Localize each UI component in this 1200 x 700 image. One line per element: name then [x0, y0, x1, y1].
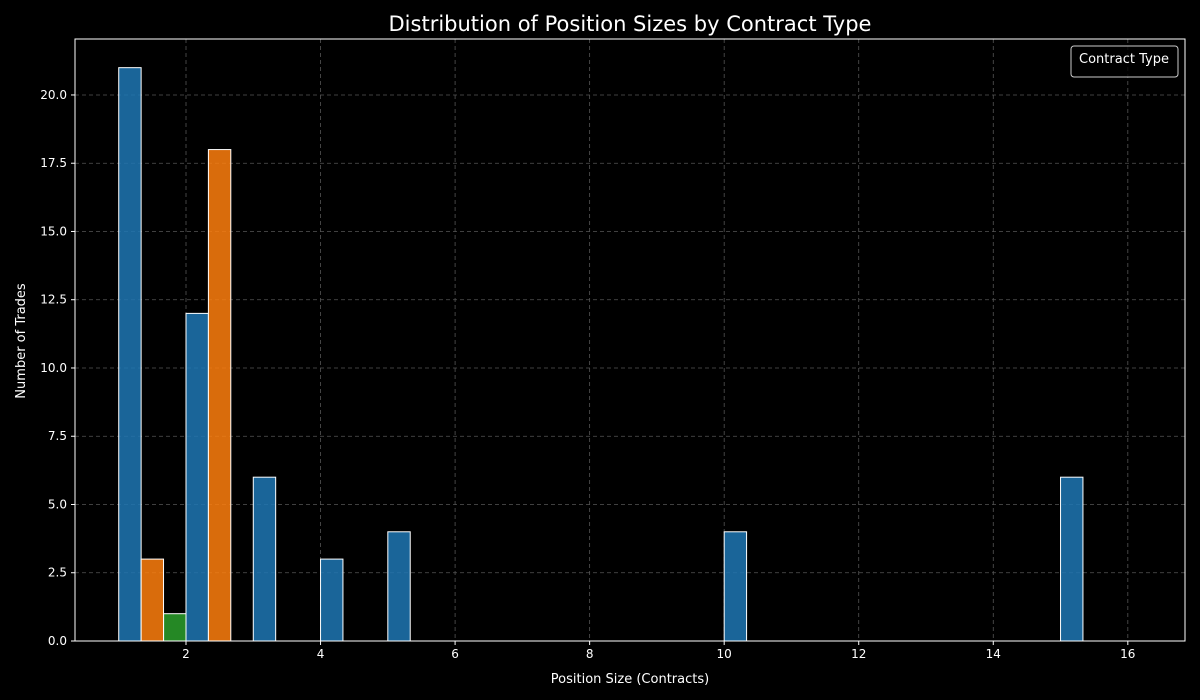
y-tick-label: 10.0	[40, 361, 67, 375]
x-tick-label: 2	[182, 647, 190, 661]
bar-series-3-x-1.667	[163, 613, 187, 642]
x-tick-label: 6	[451, 647, 459, 661]
x-tick-label: 16	[1120, 647, 1135, 661]
y-tick-label: 5.0	[48, 497, 67, 511]
x-tick-label: 8	[586, 647, 594, 661]
bar-series-1-x-15	[1060, 476, 1084, 642]
bar-series-1-x-1	[118, 67, 142, 642]
x-tick-label: 10	[717, 647, 732, 661]
bar-series-2-x-2.333	[207, 149, 232, 642]
bar-series-1-x-2	[185, 312, 209, 642]
y-tick-label: 20.0	[40, 88, 67, 102]
x-tick-label: 4	[317, 647, 325, 661]
bar-series-1-x-10	[723, 531, 748, 642]
x-tick-label: 14	[986, 647, 1001, 661]
y-axis-label: Number of Trades	[14, 283, 29, 399]
legend-title: Contract Type	[1079, 52, 1169, 67]
legend-box	[1070, 45, 1179, 78]
bar-series-2-x-1.333	[140, 558, 165, 642]
y-tick-label: 12.5	[40, 293, 67, 307]
x-axis-label: Position Size (Contracts)	[551, 672, 709, 687]
y-tick-label: 2.5	[48, 566, 67, 580]
bar-series-1-x-5	[387, 531, 411, 642]
bars-layer	[118, 67, 1084, 642]
bar-series-1-x-4	[320, 558, 344, 642]
y-tick-label: 15.0	[40, 224, 67, 238]
chart-title: Distribution of Position Sizes by Contra…	[389, 12, 872, 36]
bar-series-1-x-3	[252, 476, 277, 642]
legend: Contract Type	[1070, 45, 1179, 78]
y-tick-label: 17.5	[40, 156, 67, 170]
y-tick-label: 7.5	[48, 429, 67, 443]
x-tick-label: 12	[851, 647, 866, 661]
plot-frame	[74, 38, 1186, 642]
ticks-layer: 2 4 6 8 10 12 14 16 0.0 2.5 5.0 7.5 10.0 12.5 15.0 17.5…	[40, 88, 1135, 661]
y-tick-label: 0.0	[48, 634, 67, 648]
